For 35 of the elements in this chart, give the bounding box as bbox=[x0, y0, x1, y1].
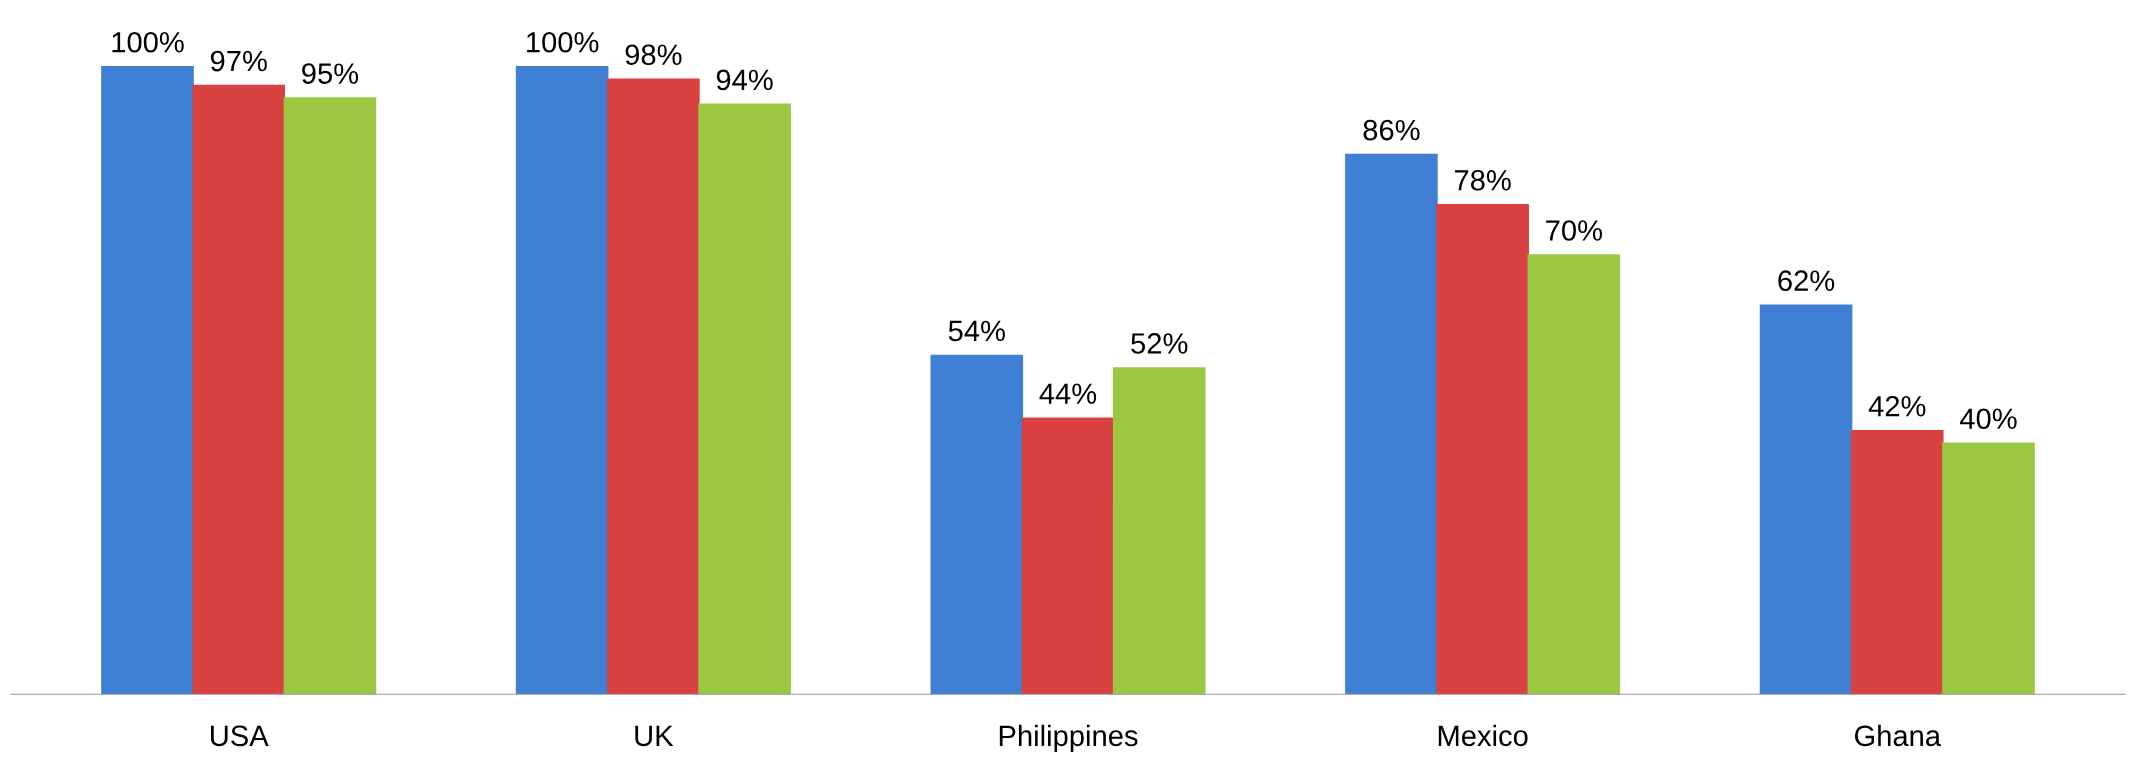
data-label: 98% bbox=[625, 44, 682, 66]
x-tick-label: Philippines bbox=[999, 724, 1138, 752]
bar bbox=[1021, 417, 1115, 695]
data-label: 44% bbox=[1039, 383, 1097, 404]
bar bbox=[283, 97, 377, 695]
bar bbox=[1527, 254, 1621, 695]
data-label: 42% bbox=[1868, 395, 1926, 417]
data-label: 62% bbox=[1778, 270, 1835, 292]
data-label: 86% bbox=[1363, 119, 1420, 141]
bar bbox=[1850, 429, 1944, 695]
data-label: 52% bbox=[1131, 333, 1188, 354]
x-tick-label: UK bbox=[635, 725, 674, 747]
data-label: 100% bbox=[112, 31, 184, 53]
bar bbox=[1436, 204, 1529, 695]
x-tick-label: Ghana bbox=[1854, 724, 1942, 747]
bar bbox=[1112, 367, 1206, 695]
bar bbox=[101, 65, 194, 695]
x-tick-label: USA bbox=[210, 725, 269, 747]
x-tick-label: Mexico bbox=[1438, 724, 1528, 747]
data-label: 95% bbox=[302, 63, 359, 84]
bar bbox=[698, 103, 791, 695]
bar bbox=[515, 65, 609, 695]
bar bbox=[930, 354, 1024, 695]
data-label: 78% bbox=[1454, 169, 1511, 191]
data-label: 54% bbox=[948, 320, 1005, 342]
bar bbox=[607, 78, 700, 695]
bar bbox=[1759, 304, 1853, 695]
bar bbox=[1942, 442, 2035, 695]
data-label: 40% bbox=[1959, 408, 2017, 430]
bar bbox=[1345, 153, 1438, 695]
data-label: 94% bbox=[716, 69, 773, 91]
data-label: 70% bbox=[1546, 220, 1603, 241]
data-label: 97% bbox=[210, 50, 267, 72]
bar bbox=[192, 84, 286, 695]
data-label: 100% bbox=[527, 31, 599, 53]
